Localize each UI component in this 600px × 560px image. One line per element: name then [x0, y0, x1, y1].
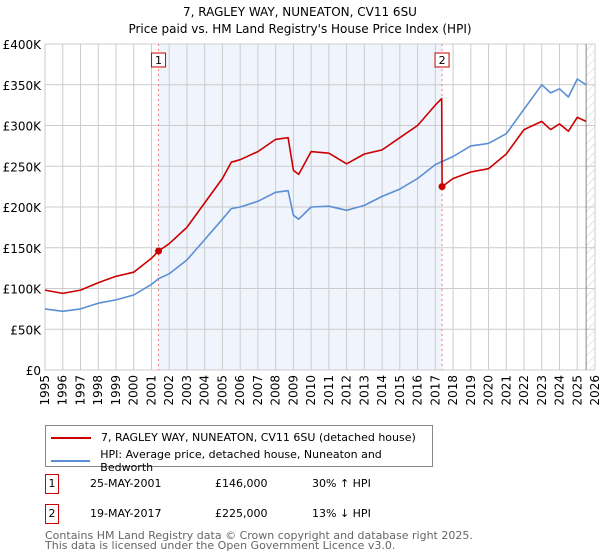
- series-line: [44, 78, 587, 313]
- y-tick-label: £400K: [3, 38, 43, 52]
- y-tick-label: £0: [26, 364, 41, 378]
- x-tick-label: 2026: [588, 375, 600, 406]
- chart-subtitle: Price paid vs. HM Land Registry's House …: [128, 22, 471, 36]
- sale-price: £225,000: [215, 507, 268, 520]
- legend-swatch-blue: [51, 460, 91, 462]
- footer: Contains HM Land Registry data © Crown c…: [45, 529, 473, 552]
- y-tick-label: £50K: [10, 323, 42, 337]
- y-tick-label: £150K: [3, 242, 43, 256]
- sale-row: 2 19-MAY-2017 £225,000 13% ↓ HPI: [45, 504, 545, 524]
- sale-point: [155, 247, 163, 255]
- x-tick-label: 2001: [144, 375, 158, 406]
- x-tick-label: 2000: [127, 375, 141, 406]
- x-tick-label: 2007: [251, 375, 265, 406]
- x-tick-label: 2018: [446, 375, 460, 406]
- x-tick-label: 2005: [215, 375, 229, 406]
- x-tick-label: 2008: [269, 375, 283, 406]
- x-tick-label: 2015: [393, 375, 407, 406]
- x-tick-label: 1995: [38, 375, 52, 406]
- x-tick-label: 2014: [375, 375, 389, 406]
- x-tick-label: 1997: [73, 375, 87, 406]
- x-tick-label: 2016: [411, 375, 425, 406]
- y-tick-label: £100K: [3, 283, 43, 297]
- x-tick-label: 2024: [553, 375, 567, 406]
- sale-date: 25-MAY-2001: [90, 477, 162, 490]
- legend-item-hpi: HPI: Average price, detached house, Nune…: [51, 448, 432, 474]
- x-tick-label: 2010: [304, 375, 318, 406]
- sale-number-badge: 1: [45, 474, 59, 494]
- x-tick-label: 2011: [322, 375, 336, 406]
- sale-number-badge: 2: [45, 504, 59, 524]
- x-tick-label: 2004: [198, 375, 212, 406]
- x-tick-label: 2019: [464, 375, 478, 406]
- legend-swatch-red: [51, 436, 91, 439]
- series-line: [44, 97, 587, 295]
- y-tick-label: £350K: [3, 79, 43, 93]
- y-tick-label: £300K: [3, 120, 43, 134]
- sale-point: [438, 183, 446, 191]
- x-tick-label: 2022: [517, 375, 531, 406]
- x-tick-label: 1999: [109, 375, 123, 406]
- legend-label-hpi: HPI: Average price, detached house, Nune…: [100, 448, 382, 474]
- legend-item-property: 7, RAGLEY WAY, NUNEATON, CV11 6SU (detac…: [51, 431, 416, 444]
- footer-licence: This data is licensed under the Open Gov…: [45, 539, 396, 552]
- x-tick-label: 2021: [499, 375, 513, 406]
- sale-price: £146,000: [215, 477, 268, 490]
- sale-date: 19-MAY-2017: [90, 507, 162, 520]
- sale-hpi-diff: 30% ↑ HPI: [312, 477, 371, 490]
- footer-copyright: Contains HM Land Registry data © Crown c…: [45, 529, 473, 542]
- chart-title: 7, RAGLEY WAY, NUNEATON, CV11 6SU: [183, 5, 417, 19]
- price-chart: 7, RAGLEY WAY, NUNEATON, CV11 6SU Price …: [3, 5, 600, 406]
- legend-label-property: 7, RAGLEY WAY, NUNEATON, CV11 6SU (detac…: [101, 431, 416, 444]
- x-tick-label: 2012: [340, 375, 354, 406]
- x-tick-label: 2017: [428, 375, 442, 406]
- x-tick-label: 2009: [286, 375, 300, 406]
- sale-hpi-diff: 13% ↓ HPI: [312, 507, 371, 520]
- x-tick-label: 2025: [570, 375, 584, 406]
- x-tick-label: 1996: [56, 375, 70, 406]
- y-tick-label: £200K: [3, 201, 43, 215]
- x-tick-label: 2020: [482, 375, 496, 406]
- sale-marker-label: 1: [155, 54, 162, 67]
- sale-marker-label: 2: [439, 54, 446, 67]
- sale-row: 1 25-MAY-2001 £146,000 30% ↑ HPI: [45, 474, 545, 494]
- x-tick-label: 2006: [233, 375, 247, 406]
- sale-marker-badge: [434, 52, 450, 68]
- x-tick-label: 2013: [357, 375, 371, 406]
- x-tick-label: 2003: [180, 375, 194, 406]
- x-tick-label: 1998: [91, 375, 105, 406]
- x-tick-label: 2023: [535, 375, 549, 406]
- x-tick-label: 2002: [162, 375, 176, 406]
- sale-marker-badge: [151, 52, 167, 68]
- plot-border: [44, 43, 596, 371]
- legend: 7, RAGLEY WAY, NUNEATON, CV11 6SU (detac…: [45, 425, 433, 474]
- y-tick-label: £250K: [3, 160, 43, 174]
